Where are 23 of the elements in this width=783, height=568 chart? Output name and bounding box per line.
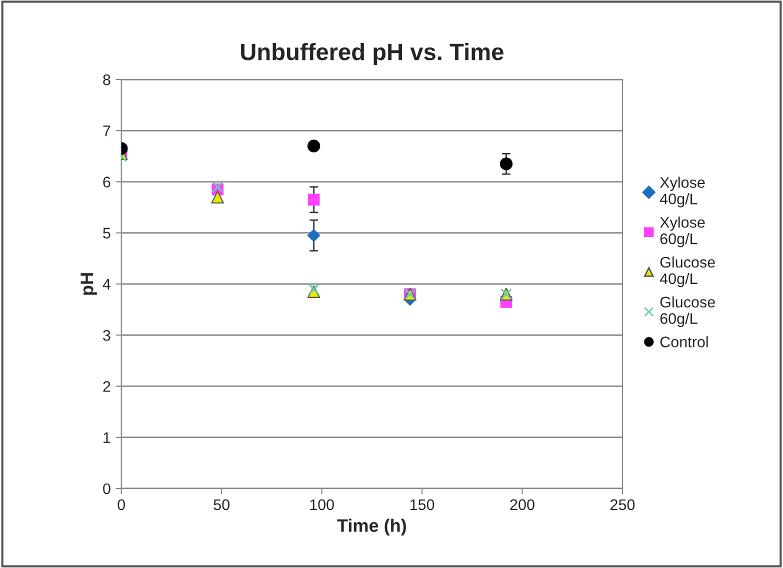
x-tick-label: 50 <box>214 499 230 510</box>
y-tick-label: 8 <box>103 74 110 86</box>
x-tick-label: 200 <box>510 499 534 510</box>
legend-label: Control <box>660 336 708 348</box>
x-tick-label: 250 <box>610 499 635 510</box>
x-axis-title: Time (h) <box>337 518 406 536</box>
legend-label: Xylose 40g/L <box>660 176 705 208</box>
y-tick-label: 6 <box>103 176 110 188</box>
y-tick-label: 2 <box>103 381 110 392</box>
y-tick-label: 1 <box>104 432 110 443</box>
y-tick-label: 4 <box>102 279 110 290</box>
y-axis-title: pH <box>80 273 97 295</box>
y-tick-label: 3 <box>103 330 110 341</box>
y-tick-label: 7 <box>103 126 110 136</box>
x-tick-label: 150 <box>410 499 434 510</box>
chart-title: Unbuffered pH vs. Time <box>241 42 504 65</box>
y-tick-label: 0 <box>103 483 110 494</box>
x-tick-label: 100 <box>310 499 334 510</box>
x-tick-label: 0 <box>118 499 126 510</box>
legend-label: Glucose 60g/L <box>660 296 715 327</box>
legend-label: Xylose 60g/L <box>660 216 705 248</box>
legend-label: Glucose 40g/L <box>660 256 715 288</box>
y-tick-label: 5 <box>103 228 110 239</box>
